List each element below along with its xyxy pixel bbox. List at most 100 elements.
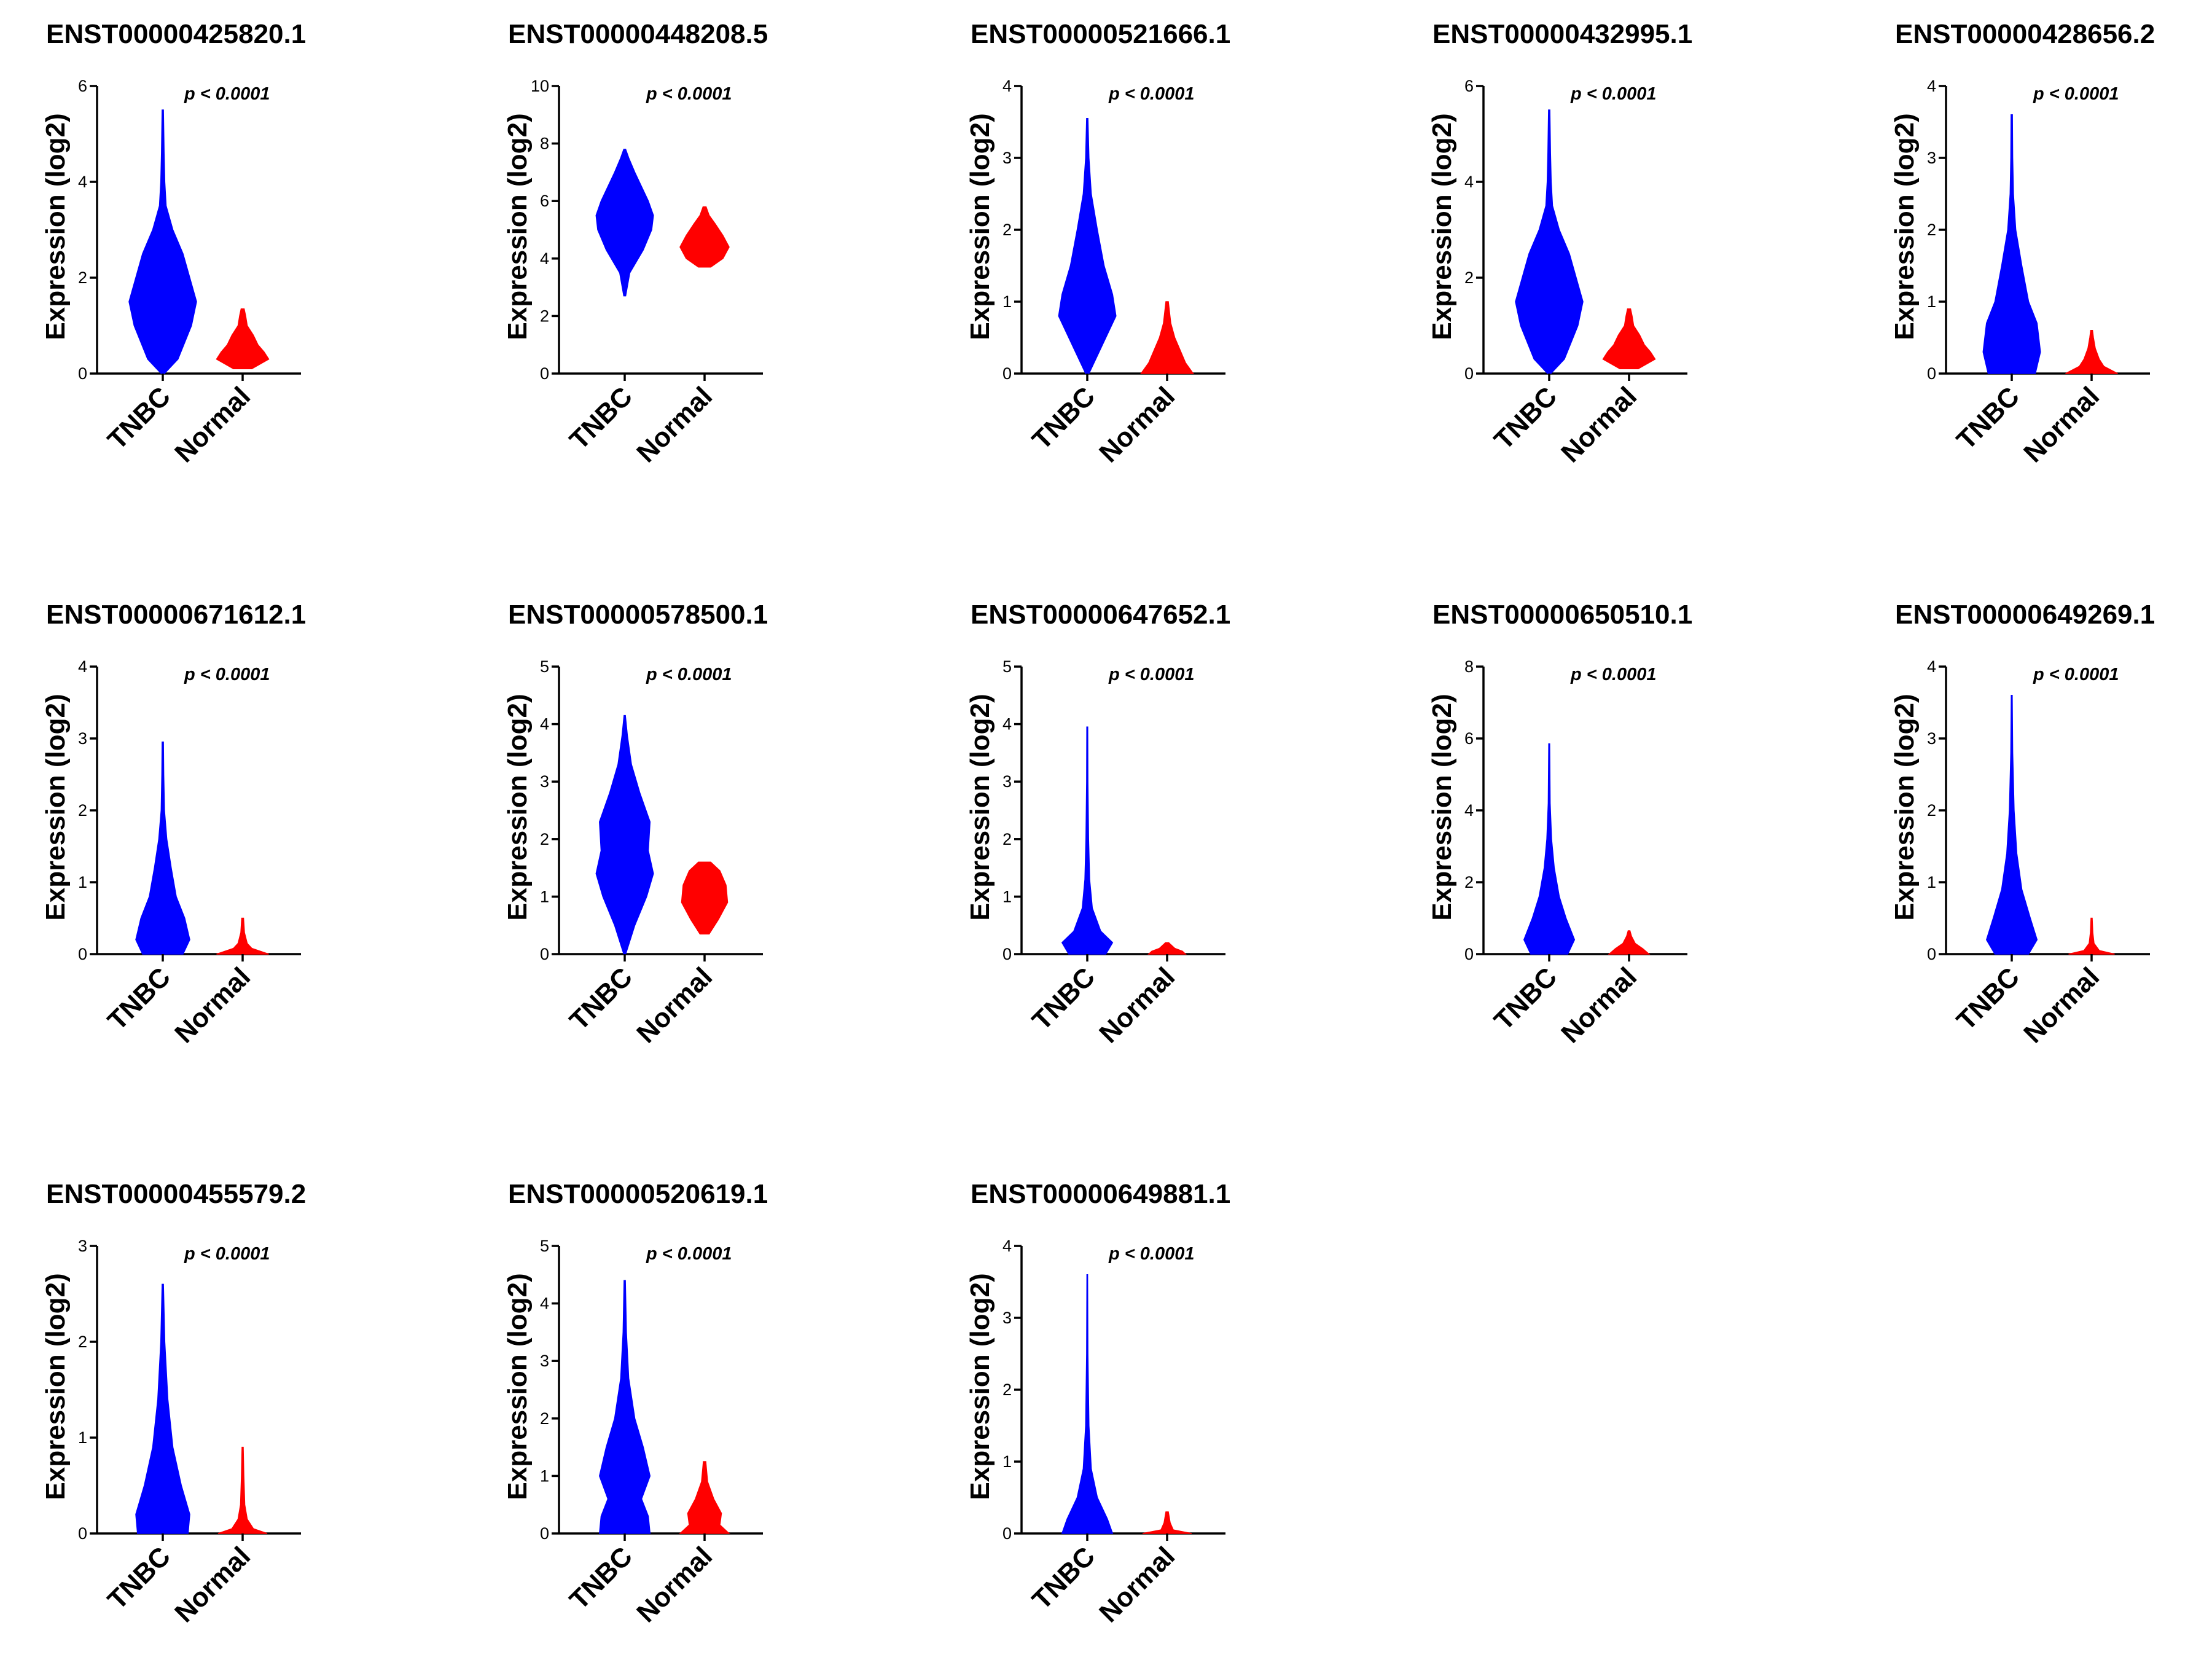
chart-title: ENST00000649881.1 bbox=[971, 1179, 1230, 1209]
violin-normal bbox=[1608, 930, 1651, 955]
violin-panel: ENST00000448208.5 Expression (log2) 0 2 4 6 8 1… bbox=[462, 0, 892, 510]
y-tick-label: 2 bbox=[1002, 221, 1012, 239]
y-tick-label: 0 bbox=[540, 945, 549, 963]
p-value-annotation: p < 0.0001 bbox=[184, 665, 270, 684]
y-tick-label: 2 bbox=[1002, 1380, 1012, 1399]
violin-normal bbox=[2065, 330, 2118, 374]
y-tick-label: 5 bbox=[540, 657, 549, 676]
y-tick-label: 4 bbox=[1002, 715, 1012, 734]
y-tick-label: 4 bbox=[540, 1294, 549, 1313]
violin-tnbc bbox=[1982, 114, 2041, 374]
p-value-annotation: p < 0.0001 bbox=[184, 1244, 270, 1264]
chart-title: ENST00000520619.1 bbox=[508, 1179, 768, 1209]
y-tick-label: 0 bbox=[1002, 364, 1012, 383]
violin-chart-svg: ENST00000432995.1 Expression (log2) 0 2 4 6 TN… bbox=[1427, 19, 1692, 468]
y-tick-label: 6 bbox=[1464, 77, 1474, 95]
x-category-label: TNBC bbox=[102, 381, 176, 455]
violin-panel: ENST00000428656.2 Expression (log2) 0 1 2 3 4 T… bbox=[1849, 0, 2212, 510]
p-value-annotation: p < 0.0001 bbox=[1570, 665, 1656, 684]
violin-tnbc bbox=[1061, 726, 1114, 955]
y-axis-label: Expression (log2) bbox=[1890, 113, 1920, 340]
y-axis-label: Expression (log2) bbox=[41, 1273, 71, 1500]
y-tick-label: 3 bbox=[1002, 149, 1012, 167]
violin-normal bbox=[1602, 308, 1656, 369]
y-tick-label: 0 bbox=[540, 1524, 549, 1543]
p-value-annotation: p < 0.0001 bbox=[1108, 84, 1194, 104]
chart-title: ENST00000647652.1 bbox=[971, 600, 1230, 630]
y-tick-label: 1 bbox=[78, 1428, 87, 1447]
violin-chart-svg: ENST00000520619.1 Expression (log2) 0 1 2 3 4 5… bbox=[502, 1179, 768, 1628]
y-tick-label: 5 bbox=[540, 1237, 549, 1255]
violin-tnbc bbox=[1061, 1274, 1114, 1534]
y-tick-label: 3 bbox=[1002, 1309, 1012, 1327]
p-value-annotation: p < 0.0001 bbox=[184, 84, 270, 104]
chart-title: ENST00000425820.1 bbox=[46, 19, 306, 49]
p-value-annotation: p < 0.0001 bbox=[1570, 84, 1656, 104]
x-category-label: Normal bbox=[1093, 381, 1181, 468]
violin-chart-svg: ENST00000649881.1 Expression (log2) 0 1 2 3 4 T… bbox=[965, 1179, 1230, 1628]
x-category-label: TNBC bbox=[1488, 381, 1563, 455]
y-tick-label: 0 bbox=[540, 364, 549, 383]
chart-title: ENST00000521666.1 bbox=[971, 19, 1230, 49]
x-category-label: Normal bbox=[631, 1541, 718, 1628]
chart-title: ENST00000455579.2 bbox=[46, 1179, 306, 1209]
y-tick-label: 6 bbox=[540, 192, 549, 210]
x-category-label: TNBC bbox=[564, 381, 638, 455]
y-tick-label: 3 bbox=[540, 1352, 549, 1370]
y-tick-label: 3 bbox=[78, 1237, 87, 1255]
p-value-annotation: p < 0.0001 bbox=[2033, 84, 2119, 104]
y-axis-label: Expression (log2) bbox=[1890, 694, 1920, 920]
y-tick-label: 1 bbox=[1002, 1452, 1012, 1471]
violin-panel: ENST00000647652.1 Expression (log2) 0 1 2 3 4 5… bbox=[924, 581, 1354, 1091]
y-tick-label: 4 bbox=[78, 173, 87, 191]
y-axis-label: Expression (log2) bbox=[502, 694, 533, 920]
y-tick-label: 1 bbox=[1002, 292, 1012, 311]
y-tick-label: 2 bbox=[1464, 873, 1474, 891]
violin-tnbc bbox=[1058, 117, 1117, 374]
x-category-label: TNBC bbox=[102, 1541, 176, 1615]
y-axis-label: Expression (log2) bbox=[41, 694, 71, 920]
y-tick-label: 6 bbox=[78, 77, 87, 95]
y-tick-label: 1 bbox=[540, 887, 549, 906]
violin-normal bbox=[216, 308, 270, 369]
violin-normal bbox=[2068, 917, 2115, 955]
violin-panel: ENST00000578500.1 Expression (log2) 0 1 2 3 4 5… bbox=[462, 581, 892, 1091]
p-value-annotation: p < 0.0001 bbox=[646, 665, 732, 684]
violin-tnbc bbox=[128, 109, 197, 374]
y-tick-label: 6 bbox=[1464, 729, 1474, 748]
violin-chart-svg: ENST00000671612.1 Expression (log2) 0 1 2 3 4 T… bbox=[41, 600, 306, 1049]
y-axis-label: Expression (log2) bbox=[502, 1273, 533, 1500]
y-tick-label: 2 bbox=[540, 830, 549, 848]
y-axis-label: Expression (log2) bbox=[1427, 113, 1457, 340]
y-tick-label: 1 bbox=[1927, 873, 1936, 891]
x-category-label: Normal bbox=[1093, 1541, 1181, 1628]
y-tick-label: 0 bbox=[1927, 945, 1936, 963]
x-category-label: Normal bbox=[1555, 961, 1643, 1049]
x-category-label: TNBC bbox=[1026, 1541, 1101, 1615]
y-tick-label: 4 bbox=[1927, 657, 1936, 676]
x-category-label: TNBC bbox=[1951, 961, 2025, 1036]
chart-title: ENST00000649269.1 bbox=[1895, 600, 2155, 630]
y-tick-label: 5 bbox=[1002, 657, 1012, 676]
y-axis-label: Expression (log2) bbox=[502, 113, 533, 340]
violin-tnbc bbox=[1985, 695, 2038, 955]
x-category-label: Normal bbox=[1555, 381, 1643, 468]
x-category-label: TNBC bbox=[1951, 381, 2025, 455]
y-tick-label: 3 bbox=[1002, 772, 1012, 791]
y-tick-label: 2 bbox=[540, 307, 549, 325]
x-category-label: Normal bbox=[631, 961, 718, 1049]
y-tick-label: 2 bbox=[540, 1409, 549, 1428]
violin-panel: ENST00000649269.1 Expression (log2) 0 1 2 3 4 T… bbox=[1849, 581, 2212, 1091]
y-tick-label: 3 bbox=[78, 729, 87, 748]
chart-title: ENST00000578500.1 bbox=[508, 600, 768, 630]
y-tick-label: 3 bbox=[1927, 149, 1936, 167]
y-tick-label: 4 bbox=[540, 249, 549, 268]
y-tick-label: 2 bbox=[78, 1333, 87, 1351]
p-value-annotation: p < 0.0001 bbox=[1108, 1244, 1194, 1264]
violin-normal bbox=[1147, 942, 1187, 955]
x-category-label: TNBC bbox=[1026, 961, 1101, 1036]
chart-title: ENST00000650510.1 bbox=[1432, 600, 1692, 630]
p-value-annotation: p < 0.0001 bbox=[646, 84, 732, 104]
y-tick-label: 0 bbox=[78, 1524, 87, 1543]
y-tick-label: 10 bbox=[531, 77, 549, 95]
